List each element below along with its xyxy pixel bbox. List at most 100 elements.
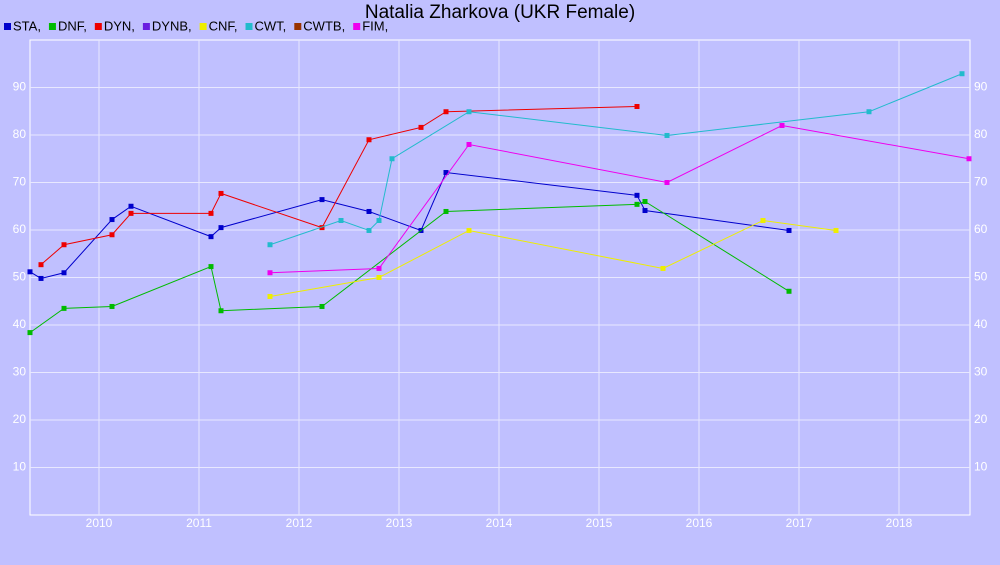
point [319,197,325,203]
x-tick-label: 2017 [786,516,813,530]
y2-tick-label: 60 [974,222,988,236]
point [218,308,224,314]
y2-tick-label: 50 [974,270,988,284]
point [443,109,449,115]
y-tick-label: 70 [13,175,27,189]
point [418,124,424,130]
point [786,288,792,294]
series-line [29,171,790,279]
y2-tick-label: 80 [974,127,988,141]
point [642,199,648,204]
legend-label: DYNB, [152,18,192,33]
point [466,227,472,233]
point [218,190,224,196]
legend-label: DYN, [104,18,135,33]
y2-tick-label: 40 [974,317,988,331]
point [61,305,67,311]
x-tick-label: 2013 [386,516,413,530]
point [366,137,372,143]
point [466,109,472,115]
point [376,265,382,271]
point [866,109,872,115]
point [443,170,449,176]
point [443,208,449,214]
y-tick-label: 60 [13,222,27,236]
point [959,71,965,77]
point [376,275,382,280]
legend-label: CNF, [209,18,238,33]
point [61,242,67,248]
point [660,265,666,271]
point [779,123,785,128]
legend-label: CWTB, [303,18,345,33]
point [267,270,273,276]
legend-label: STA, [13,18,41,33]
point [109,217,115,223]
legend-swatch [245,23,253,30]
point [389,156,395,162]
y-tick-label: 10 [13,460,27,474]
chart-title: Natalia Zharkova (UKR Female) [365,2,635,23]
legend-swatch [294,23,302,30]
x-tick-label: 2011 [186,516,212,530]
point [208,234,214,240]
point [27,269,33,275]
point [319,303,325,309]
legend-swatch [199,23,207,30]
point [61,270,67,276]
series-line [269,124,970,274]
point [366,227,372,233]
x-tick-label: 2012 [286,516,313,530]
series-line [269,219,837,297]
point [319,225,325,231]
legend-swatch [4,23,11,30]
x-tick-label: 2010 [86,516,113,530]
point [642,208,648,214]
y-tick-label: 40 [13,317,27,331]
legend-swatch [353,23,361,30]
point [109,232,115,238]
point [634,192,640,198]
legend-swatch [142,23,150,30]
point [267,294,273,299]
point [208,210,214,216]
y-tick-label: 20 [13,412,27,426]
y-tick-label: 30 [13,365,27,379]
point [128,203,134,209]
point [966,156,972,162]
y-tick-label: 80 [13,127,27,141]
legend-swatch [94,23,102,30]
series-line [29,200,790,334]
point [664,132,670,138]
point [27,330,33,336]
point [38,275,44,281]
point [760,218,766,223]
point [128,210,134,216]
y-tick-label: 90 [13,80,27,94]
point [634,104,640,109]
y2-tick-label: 20 [974,412,988,426]
legend-label: DNF, [58,18,87,33]
point [208,264,214,270]
x-tick-label: 2014 [486,516,513,530]
point [366,208,372,214]
x-tick-label: 2016 [686,516,713,530]
y2-tick-label: 30 [974,365,988,379]
point [466,142,472,147]
point [634,201,640,207]
point [38,262,44,268]
point [664,180,670,185]
y-tick-label: 50 [13,270,27,284]
y2-tick-label: 10 [974,460,988,474]
point [786,227,792,233]
legend-label: CWT, [255,18,287,33]
legend-label: FIM, [362,18,388,33]
y2-tick-label: 70 [974,175,988,189]
y2-tick-label: 90 [974,80,988,94]
point [267,242,273,248]
point [833,227,839,233]
legend-swatch [48,23,56,30]
